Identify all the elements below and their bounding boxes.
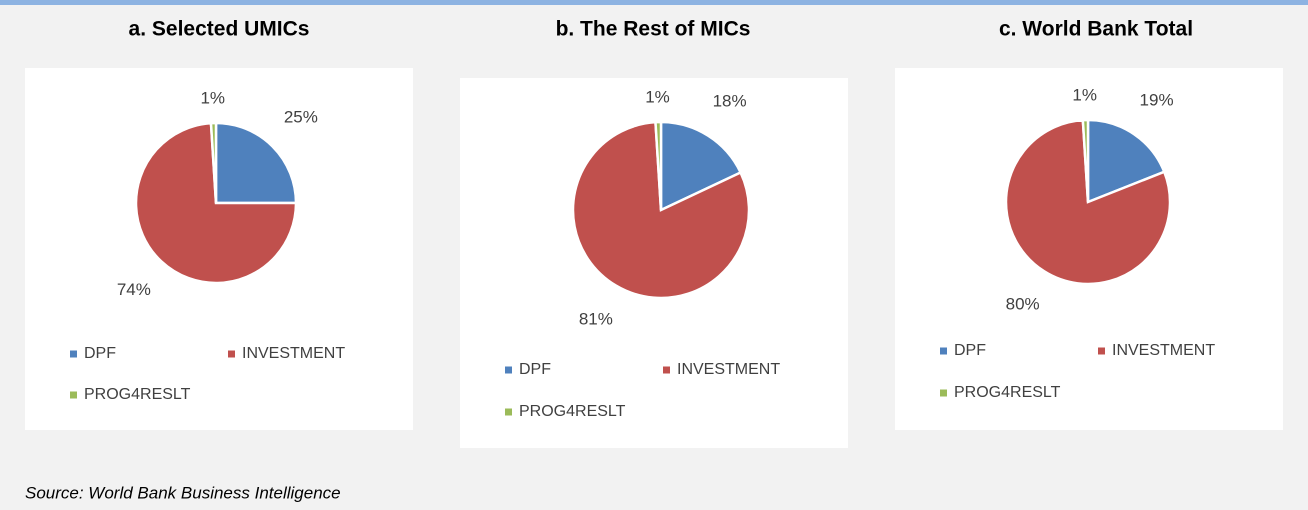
- top-bar: [0, 0, 1308, 5]
- legend-label: PROG4RESLT: [519, 403, 626, 420]
- legend-label: PROG4RESLT: [84, 386, 191, 403]
- legend-label: DPF: [519, 361, 551, 378]
- pie-slice: [1086, 118, 1166, 204]
- legend-swatch: [70, 350, 77, 358]
- legend-label: DPF: [954, 342, 986, 359]
- source: Source: World Bank Business Intelligence: [25, 483, 341, 502]
- legend-label: INVESTMENT: [677, 361, 780, 378]
- legend-swatch: [940, 347, 947, 355]
- chart-title: c. World Bank Total: [999, 18, 1193, 41]
- pie-slice: [1004, 118, 1172, 286]
- legend-swatch: [70, 391, 77, 399]
- data-label: 1%: [645, 88, 670, 107]
- legend-swatch: [505, 366, 512, 374]
- chart-title: a. Selected UMICs: [129, 18, 310, 41]
- chart-title: b. The Rest of MICs: [556, 18, 751, 41]
- legend-swatch: [505, 408, 512, 416]
- legend-label: INVESTMENT: [1112, 342, 1215, 359]
- pie-slice: [654, 120, 663, 211]
- data-label: 74%: [117, 280, 151, 299]
- pie-slice: [1081, 118, 1090, 203]
- data-label: 80%: [1006, 294, 1040, 313]
- data-label: 1%: [1072, 86, 1097, 105]
- data-label: 25%: [284, 108, 318, 127]
- legend-swatch: [940, 389, 947, 397]
- data-label: 19%: [1140, 91, 1174, 110]
- pie-slice: [659, 120, 743, 212]
- legend-label: DPF: [84, 345, 116, 362]
- legend-label: PROG4RESLT: [954, 384, 1061, 401]
- data-label: 1%: [200, 89, 225, 108]
- pie-slice: [209, 121, 218, 204]
- pie-slice: [571, 120, 751, 300]
- data-label: 18%: [713, 91, 747, 110]
- pie-slice: [214, 121, 298, 205]
- data-label: 81%: [579, 310, 613, 329]
- pie-slice: [134, 121, 298, 285]
- legend-swatch: [228, 350, 235, 358]
- legend-label: INVESTMENT: [242, 345, 345, 362]
- legend-swatch: [1098, 347, 1105, 355]
- legend-swatch: [663, 366, 670, 374]
